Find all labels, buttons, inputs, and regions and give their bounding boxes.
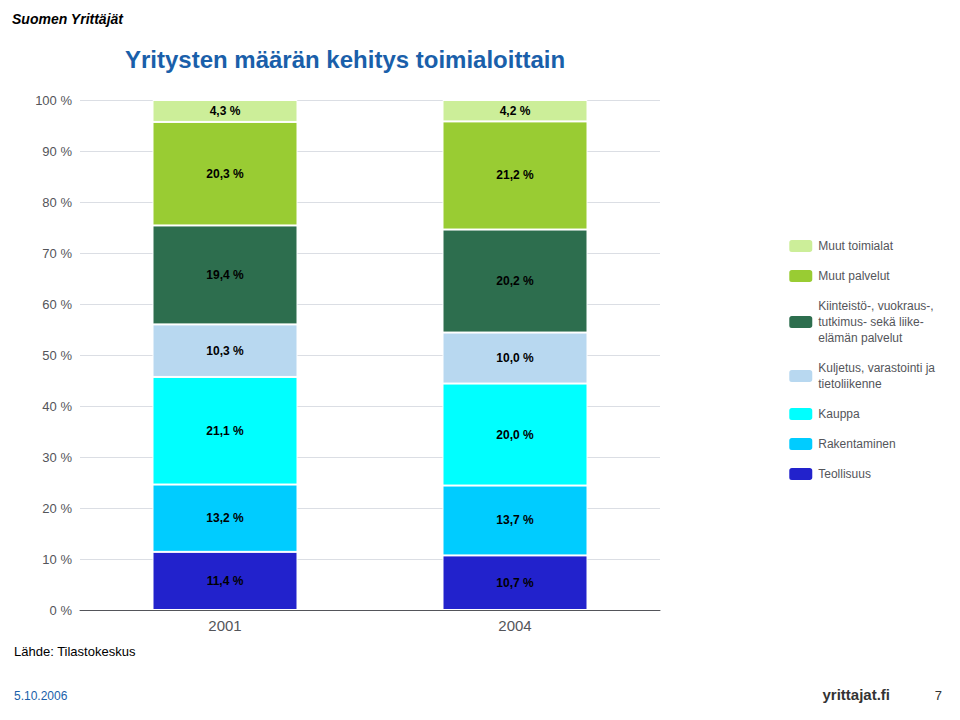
svg-text:11,4 %: 11,4 % bbox=[207, 574, 244, 588]
svg-text:Muut toimialat: Muut toimialat bbox=[818, 239, 893, 253]
svg-text:21,1 %: 21,1 % bbox=[206, 424, 244, 438]
svg-text:Yritysten määrän kehitys toimi: Yritysten määrän kehitys toimialoittain bbox=[125, 46, 565, 73]
svg-text:19,4 %: 19,4 % bbox=[206, 268, 244, 282]
svg-text:40 %: 40 % bbox=[42, 399, 72, 414]
svg-text:10,7 %: 10,7 % bbox=[496, 576, 534, 590]
svg-text:Kiinteistö-, vuokraus-,: Kiinteistö-, vuokraus-, bbox=[818, 299, 933, 313]
svg-text:60 %: 60 % bbox=[42, 297, 72, 312]
svg-text:2001: 2001 bbox=[208, 617, 241, 634]
svg-text:5.10.2006: 5.10.2006 bbox=[14, 689, 68, 703]
svg-text:0 %: 0 % bbox=[50, 603, 73, 618]
svg-text:elämän palvelut: elämän palvelut bbox=[818, 331, 903, 345]
svg-text:4,2 %: 4,2 % bbox=[500, 104, 531, 118]
svg-text:20,3 %: 20,3 % bbox=[206, 167, 244, 181]
svg-text:10,3 %: 10,3 % bbox=[206, 344, 244, 358]
svg-text:90 %: 90 % bbox=[42, 144, 72, 159]
svg-text:Kuljetus, varastointi ja: Kuljetus, varastointi ja bbox=[818, 361, 935, 375]
svg-text:70 %: 70 % bbox=[42, 246, 72, 261]
svg-text:4,3 %: 4,3 % bbox=[210, 104, 241, 118]
svg-text:Rakentaminen: Rakentaminen bbox=[818, 437, 895, 451]
svg-text:Teollisuus: Teollisuus bbox=[818, 467, 871, 481]
svg-text:tutkimus- sekä liike-: tutkimus- sekä liike- bbox=[818, 315, 923, 329]
svg-text:20,0 %: 20,0 % bbox=[496, 428, 534, 442]
svg-text:21,2 %: 21,2 % bbox=[496, 168, 534, 182]
svg-text:10 %: 10 % bbox=[42, 552, 72, 567]
svg-text:Muut palvelut: Muut palvelut bbox=[818, 269, 890, 283]
svg-text:20,2 %: 20,2 % bbox=[496, 274, 534, 288]
svg-text:Kauppa: Kauppa bbox=[818, 407, 860, 421]
svg-text:tietoliikenne: tietoliikenne bbox=[818, 377, 882, 391]
svg-text:50 %: 50 % bbox=[42, 348, 72, 363]
svg-text:Suomen Yrittäjät: Suomen Yrittäjät bbox=[12, 11, 124, 27]
svg-text:10,0 %: 10,0 % bbox=[496, 351, 534, 365]
svg-text:13,2 %: 13,2 % bbox=[206, 511, 244, 525]
svg-text:yrittajat.fi: yrittajat.fi bbox=[822, 686, 890, 703]
svg-text:20 %: 20 % bbox=[42, 501, 72, 516]
svg-text:7: 7 bbox=[935, 688, 942, 703]
svg-text:Lähde: Tilastokeskus: Lähde: Tilastokeskus bbox=[14, 644, 136, 659]
svg-text:100 %: 100 % bbox=[35, 93, 72, 108]
svg-text:13,7 %: 13,7 % bbox=[496, 513, 534, 527]
svg-text:30 %: 30 % bbox=[42, 450, 72, 465]
svg-text:80 %: 80 % bbox=[42, 195, 72, 210]
svg-text:2004: 2004 bbox=[498, 617, 531, 634]
